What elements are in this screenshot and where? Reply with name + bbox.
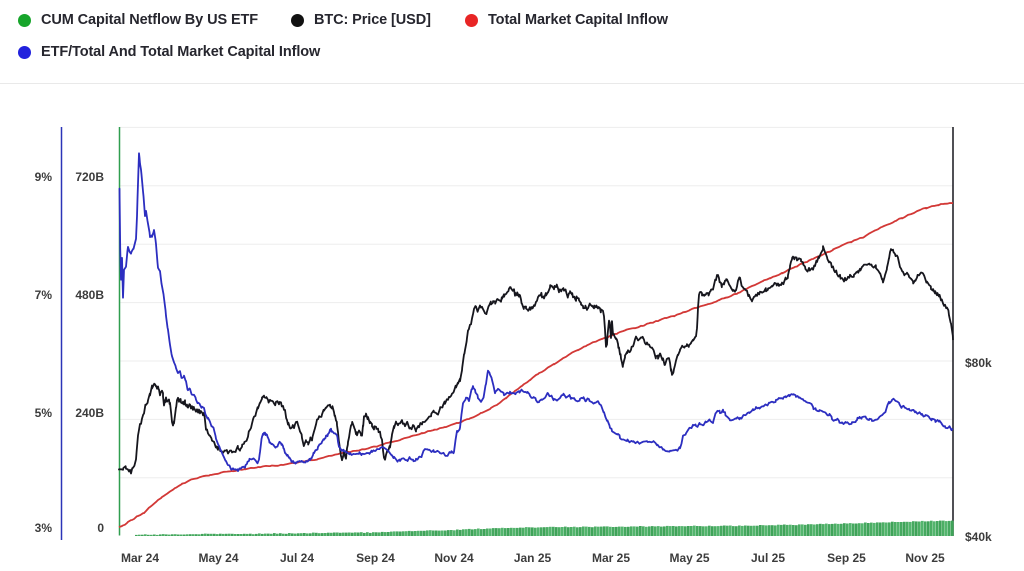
svg-text:Jul 24: Jul 24 — [280, 551, 314, 565]
svg-text:7%: 7% — [35, 288, 53, 302]
svg-text:May 24: May 24 — [198, 551, 238, 565]
svg-text:Jan 25: Jan 25 — [514, 551, 552, 565]
svg-text:3%: 3% — [35, 521, 53, 535]
svg-text:Jul 25: Jul 25 — [751, 551, 785, 565]
svg-text:0: 0 — [97, 521, 104, 535]
svg-text:5%: 5% — [35, 406, 53, 420]
svg-text:240B: 240B — [75, 406, 104, 420]
svg-text:Nov 24: Nov 24 — [434, 551, 474, 565]
svg-text:Nov 25: Nov 25 — [905, 551, 945, 565]
svg-text:480B: 480B — [75, 288, 104, 302]
svg-text:Sep 25: Sep 25 — [827, 551, 866, 565]
svg-text:Sep 24: Sep 24 — [356, 551, 395, 565]
svg-text:Mar 25: Mar 25 — [592, 551, 630, 565]
svg-text:720B: 720B — [75, 170, 104, 184]
svg-text:$40k: $40k — [965, 530, 992, 544]
svg-text:May 25: May 25 — [669, 551, 709, 565]
svg-text:9%: 9% — [35, 170, 53, 184]
svg-text:Mar 24: Mar 24 — [121, 551, 159, 565]
svg-text:$80k: $80k — [965, 356, 992, 370]
